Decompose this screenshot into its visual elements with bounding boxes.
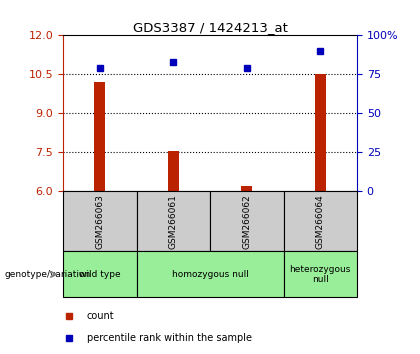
Bar (168, 151, 179, 191)
Bar (315, 74, 326, 191)
Text: heterozygous
null: heterozygous null (289, 265, 351, 284)
Bar (241, 186, 252, 191)
Text: GSM266062: GSM266062 (242, 194, 251, 249)
Bar (63, 251, 136, 297)
Bar (284, 251, 357, 297)
Text: percentile rank within the sample: percentile rank within the sample (87, 333, 252, 343)
Text: GSM266064: GSM266064 (316, 194, 325, 249)
Text: wild type: wild type (79, 270, 121, 279)
Text: genotype/variation: genotype/variation (4, 270, 90, 279)
Bar (63, 191, 136, 251)
Bar (210, 191, 284, 251)
Text: GSM266061: GSM266061 (169, 194, 178, 249)
Bar (94, 82, 105, 191)
Title: GDS3387 / 1424213_at: GDS3387 / 1424213_at (133, 21, 287, 34)
Bar (136, 191, 210, 251)
Text: homozygous null: homozygous null (171, 270, 249, 279)
Text: GSM266063: GSM266063 (95, 194, 104, 249)
Bar (284, 191, 357, 251)
Text: count: count (87, 311, 114, 321)
Bar (136, 251, 284, 297)
